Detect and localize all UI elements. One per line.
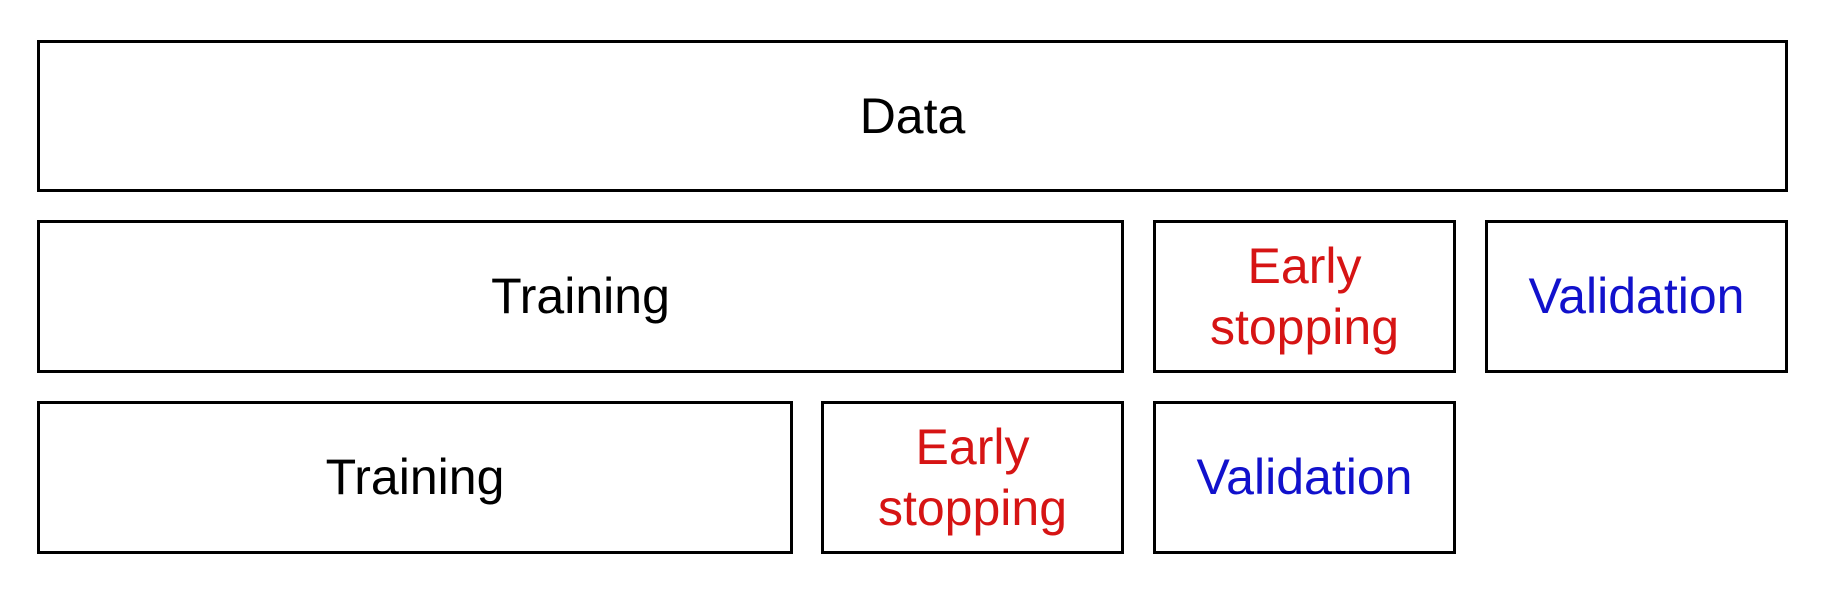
training-box-row2: Training — [37, 220, 1124, 373]
validation-box-row2: Validation — [1485, 220, 1788, 373]
early-stopping-label-row3: Early stopping — [877, 418, 1068, 536]
data-box: Data — [37, 40, 1788, 192]
early-stopping-label-row2: Early stopping — [1209, 237, 1400, 355]
training-label-row2: Training — [491, 268, 670, 324]
early-stopping-box-row3: Early stopping — [821, 401, 1124, 554]
validation-box-row3: Validation — [1153, 401, 1456, 554]
validation-label-row3: Validation — [1196, 449, 1413, 505]
training-label-row3: Training — [325, 449, 505, 505]
training-box-row3: Training — [37, 401, 793, 554]
early-stopping-box-row2: Early stopping — [1153, 220, 1456, 373]
data-label: Data — [859, 87, 966, 144]
validation-label-row2: Validation — [1528, 268, 1745, 324]
